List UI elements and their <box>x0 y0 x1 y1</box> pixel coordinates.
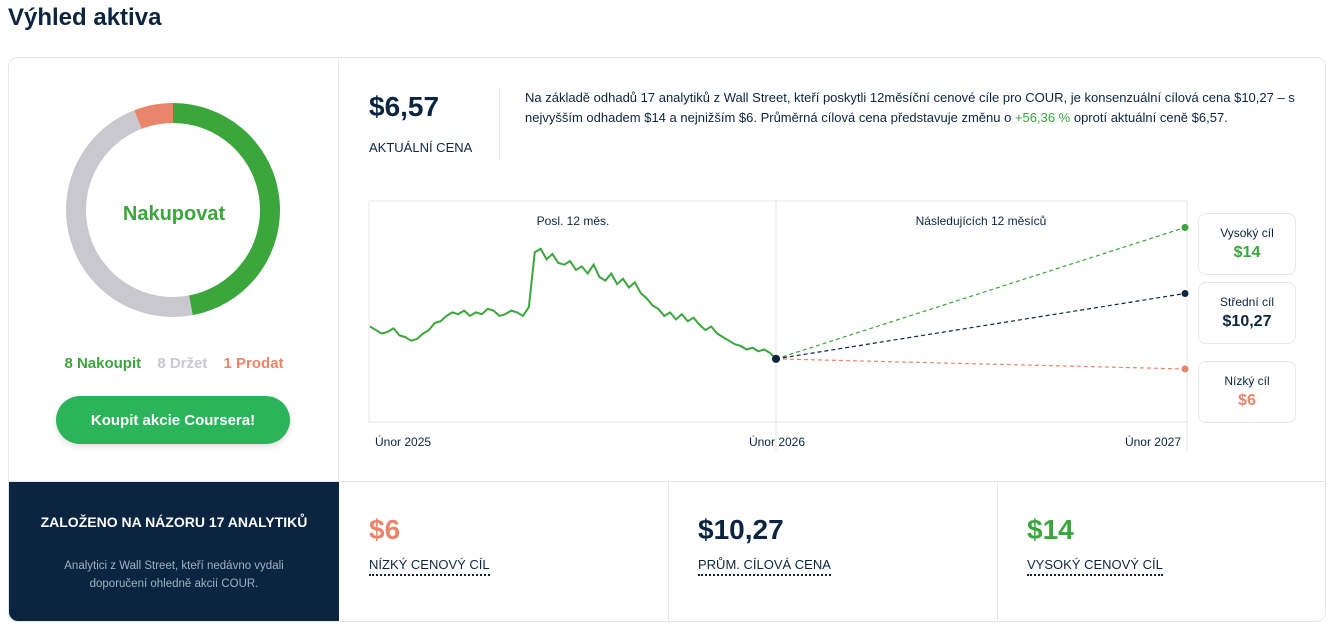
x-label-end: Únor 2027 <box>1125 434 1181 449</box>
current-price: $6,57 <box>369 91 440 122</box>
high-target-label: Vysoký cíl <box>1220 226 1274 240</box>
rating-label: Nakupovat <box>122 203 226 225</box>
forecast-panel: $6,57 AKTUÁLNÍ CENA Na základě odhadů 17… <box>339 58 1325 481</box>
high-target-stat-value: $14 <box>1027 514 1074 545</box>
targets-summary-row: ZALOŽENO NA NÁZORU 17 ANALYTIKŮ Analytic… <box>9 481 1325 621</box>
mean-target-stat-label[interactable]: PRŮM. CÍLOVÁ CENA <box>698 557 831 576</box>
low-target-stat: $6 NÍZKÝ CENOVÝ CÍL <box>339 482 669 621</box>
high-target-stat: $14 VYSOKÝ CENOVÝ CÍL <box>997 482 1325 621</box>
price-forecast-chart: Posl. 12 měs. Následujících 12 měsíců Ún… <box>368 200 1189 451</box>
current-price-label: AKTUÁLNÍ CENA <box>369 140 473 155</box>
analyst-basis-title: ZALOŽENO NA NÁZORU 17 ANALYTIKŮ <box>40 514 308 530</box>
asset-outlook-card: Nakupovat 8 Nakoupit 8 Držet 1 Prodat Ko… <box>8 57 1326 622</box>
current-price-point <box>772 354 780 363</box>
mean-target-line <box>775 292 1186 360</box>
buy-count: 8 Nakoupit <box>64 355 142 372</box>
analyst-basis: ZALOŽENO NA NÁZORU 17 ANALYTIKŮ Analytic… <box>9 482 339 621</box>
mean-target-stat: $10,27 PRŮM. CÍLOVÁ CENA <box>668 482 998 621</box>
mean-target-label: Střední cíl <box>1219 295 1275 309</box>
sell-count: 1 Prodat <box>223 355 284 372</box>
panel-label-past: Posl. 12 měs. <box>537 214 610 228</box>
low-target-line <box>775 358 1186 370</box>
low-target-value: $6 <box>1238 392 1256 409</box>
forecast-summary: Na základě odhadů 17 analytiků z Wall St… <box>525 88 1315 128</box>
donut-slice-sell <box>134 103 174 129</box>
low-target-point <box>1181 365 1189 373</box>
hold-count: 8 Držet <box>157 355 208 372</box>
mean-target-point <box>1181 289 1189 297</box>
low-target-stat-label[interactable]: NÍZKÝ CENOVÝ CÍL <box>369 557 490 576</box>
rating-panel: Nakupovat 8 Nakoupit 8 Držet 1 Prodat Ko… <box>9 58 339 481</box>
divider <box>499 88 500 160</box>
summary-change: +56,36 % <box>1014 110 1071 125</box>
panel-label-future: Následujících 12 měsíců <box>916 214 1047 228</box>
high-target-line <box>775 226 1186 360</box>
high-target-point <box>1181 224 1189 232</box>
donut-slice-buy <box>172 103 280 316</box>
price-history-line <box>369 247 777 360</box>
high-target-box: Vysoký cíl $14 <box>1198 213 1296 275</box>
analyst-basis-subtitle: Analytici z Wall Street, kteří nedávno v… <box>64 560 284 590</box>
low-target-label: Nízký cíl <box>1224 374 1270 388</box>
mean-target-value: $10,27 <box>1222 313 1272 330</box>
x-label-mid: Únor 2026 <box>749 434 805 449</box>
page-title: Výhled aktiva <box>8 4 162 31</box>
x-label-start: Únor 2025 <box>375 434 431 449</box>
low-target-box: Nízký cíl $6 <box>1198 361 1296 423</box>
mean-target-stat-value: $10,27 <box>698 514 784 545</box>
high-target-stat-label[interactable]: VYSOKÝ CENOVÝ CÍL <box>1027 557 1163 576</box>
summary-text: Na základě odhadů 17 analytiků z Wall St… <box>525 90 1295 125</box>
summary-text-end: oprotí aktuální ceně $6,57. <box>1070 110 1228 125</box>
high-target-value: $14 <box>1233 244 1261 261</box>
donut-slice-hold <box>66 110 193 317</box>
rating-donut <box>66 103 280 317</box>
rating-counts: 8 Nakoupit 8 Držet 1 Prodat <box>9 355 339 372</box>
chart-frame <box>368 200 1188 423</box>
buy-stock-button[interactable]: Koupit akcie Coursera! <box>56 396 290 444</box>
low-target-stat-value: $6 <box>369 514 401 545</box>
mean-target-box: Střední cíl $10,27 <box>1198 282 1296 344</box>
